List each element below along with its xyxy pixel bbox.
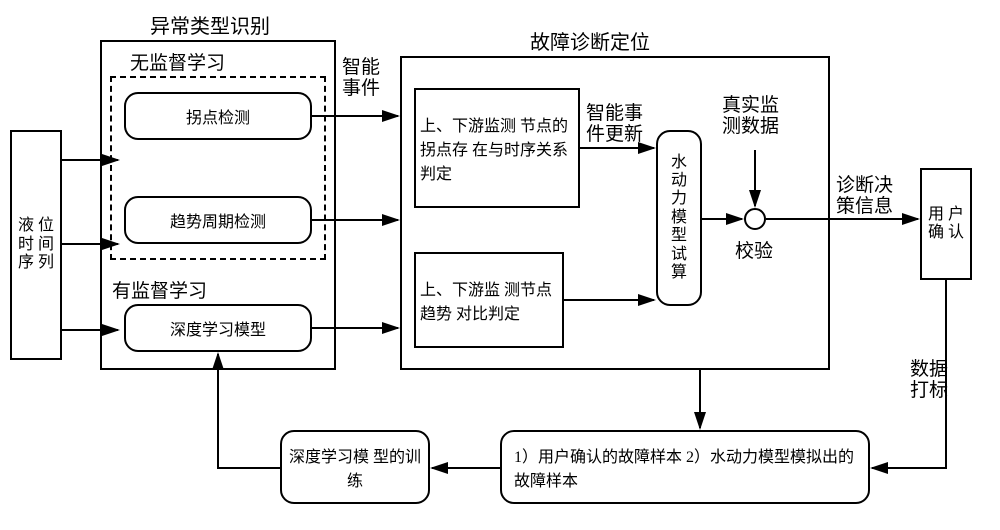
data-labeling-label: 数据 打标 [910, 360, 948, 402]
samples-label: 1）用户确认的故障样本 2）水动力模型模拟出的故障样本 [514, 443, 864, 491]
input-time-series: 液 位 时 间 序 列 [10, 130, 62, 360]
upstream-turning-point-node: 上、下游监测 节点的拐点存 在与时序关系 判定 [414, 88, 580, 208]
anomaly-type-recognition-title: 异常类型识别 [150, 10, 270, 39]
verify-label: 校验 [735, 236, 773, 263]
user-confirm-label: 用 户 确 认 [926, 206, 966, 243]
user-confirm-node: 用 户 确 认 [920, 168, 972, 280]
unsupervised-label: 无监督学习 [130, 48, 225, 75]
hydrodynamic-model-node: 水 动 力 模 型 试 算 [656, 130, 702, 306]
smart-event-label: 智能 事件 [342, 58, 380, 100]
diagnosis-decision-info-label: 诊断决 策信息 [836, 176, 893, 218]
verify-circle [744, 208, 766, 230]
smart-event-update-label: 智能事 件更新 [586, 104, 643, 146]
turning-point-detection-node: 拐点检测 [124, 92, 312, 140]
dl-training-label: 深度学习模 型的训练 [286, 443, 424, 491]
trend-period-detection-node: 趋势周期检测 [124, 196, 312, 244]
turning-point-detection-label: 拐点检测 [186, 104, 250, 128]
samples-node: 1）用户确认的故障样本 2）水动力模型模拟出的故障样本 [500, 430, 870, 504]
trend-period-detection-label: 趋势周期检测 [170, 208, 266, 232]
real-monitor-data-label: 真实监 测数据 [722, 96, 779, 138]
upstream-trend-compare-node: 上、下游监 测节点趋势 对比判定 [414, 252, 564, 348]
deep-learning-model-label: 深度学习模型 [170, 316, 266, 340]
deep-learning-model-node: 深度学习模型 [124, 304, 312, 352]
input-time-series-label: 液 位 时 间 序 列 [16, 217, 56, 272]
hydrodynamic-model-label: 水 动 力 模 型 试 算 [662, 154, 696, 283]
dl-training-node: 深度学习模 型的训练 [280, 430, 430, 504]
fault-diagnosis-title: 故障诊断定位 [530, 26, 650, 55]
upstream-turning-point-label: 上、下游监测 节点的拐点存 在与时序关系 判定 [420, 112, 574, 184]
upstream-trend-compare-label: 上、下游监 测节点趋势 对比判定 [420, 276, 558, 324]
supervised-label: 有监督学习 [112, 276, 207, 303]
